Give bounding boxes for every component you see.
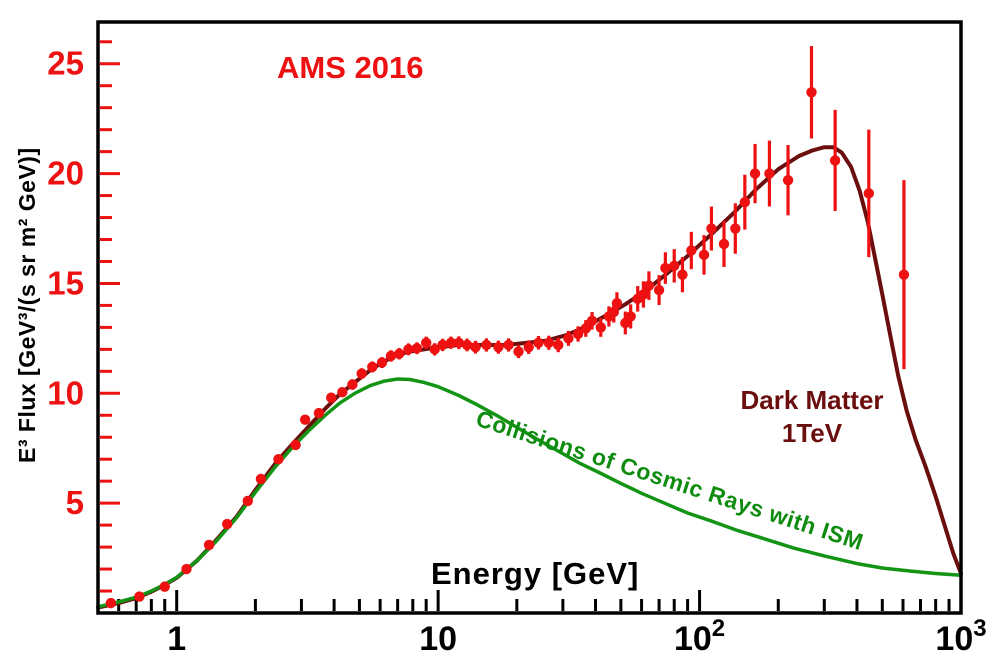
y-tick-label: 20 [47, 155, 84, 192]
data-point [686, 245, 697, 256]
data-point [242, 495, 253, 507]
data-point [347, 379, 358, 390]
data-point [403, 344, 414, 355]
data-point [420, 337, 432, 348]
data-point [134, 591, 145, 602]
data-point [481, 339, 492, 351]
data-point [580, 323, 591, 334]
data-point [159, 581, 170, 592]
x-tick-label: 103 [935, 615, 986, 658]
data-point [513, 346, 524, 357]
data-point [660, 262, 671, 274]
data-point [669, 260, 680, 272]
data-point [299, 414, 311, 425]
data-point [638, 289, 649, 300]
dark-matter-annotation-line2: 1TeV [781, 418, 843, 448]
y-tick-label: 10 [47, 374, 84, 411]
x-tick-label: 102 [674, 615, 725, 658]
dark-matter-annotation-line1: Dark Matter [740, 385, 884, 415]
data-point [523, 341, 534, 353]
data-point [643, 280, 655, 291]
data-point [203, 539, 215, 551]
data-point [376, 357, 388, 368]
data-point [181, 563, 192, 575]
data-point [863, 188, 875, 199]
x-tick-label: 1 [167, 620, 186, 658]
data-point [749, 168, 761, 179]
data-point [326, 392, 337, 403]
data-point [385, 350, 397, 362]
data-point [503, 339, 514, 351]
data-point [563, 333, 574, 344]
data-point [411, 343, 423, 354]
x-axis-title: Energy [GeV] [431, 556, 640, 591]
data-point [698, 249, 710, 261]
data-point [445, 337, 457, 348]
data-point [782, 174, 794, 186]
data-point [677, 269, 688, 280]
data-point [739, 196, 751, 208]
data-points [105, 87, 910, 609]
dark-matter-annotation: Dark Matter 1TeV [723, 384, 901, 450]
data-point [255, 473, 267, 485]
data-point [313, 407, 325, 419]
data-point [586, 315, 598, 326]
data-point [611, 298, 623, 309]
data-point [572, 328, 584, 340]
data-point [764, 168, 775, 179]
plot-frame [96, 20, 963, 615]
data-point [829, 155, 841, 166]
data-point [533, 337, 544, 348]
data-point [608, 306, 620, 318]
data-point [105, 597, 117, 609]
data-point [356, 368, 367, 379]
y-axis-ticks [100, 40, 120, 593]
data-point [543, 337, 554, 348]
data-point [470, 341, 481, 353]
data-point [337, 386, 348, 398]
chart-title: AMS 2016 [277, 50, 424, 85]
data-point [806, 87, 817, 98]
data-point [730, 223, 741, 234]
data-point [625, 311, 636, 322]
data-point [461, 339, 473, 351]
data-point [706, 223, 717, 234]
x-tick-label: 10 [419, 620, 457, 658]
data-point [429, 344, 440, 355]
data-point [453, 337, 465, 348]
y-axis-title: E³ Flux [GeV³/(s sr m² GeV)] [14, 147, 40, 463]
data-point [221, 518, 233, 530]
y-tick-label: 15 [47, 264, 84, 301]
cosmic-ray-ism-curve [96, 377, 963, 609]
x-axis-ticks [117, 590, 963, 611]
data-point [437, 339, 448, 351]
y-axis-tick-labels: 5 10 15 20 25 [47, 45, 84, 521]
data-point [394, 348, 405, 359]
data-point [367, 361, 378, 373]
data-point [553, 339, 564, 351]
data-point [273, 454, 284, 465]
y-tick-label: 5 [66, 484, 84, 521]
y-tick-label: 25 [47, 45, 84, 82]
data-point [898, 269, 910, 280]
x-axis-tick-labels: 1 10 102 103 [167, 615, 986, 658]
data-point [718, 238, 730, 250]
data-point [290, 439, 301, 451]
data-point [493, 341, 504, 353]
data-point [653, 284, 665, 296]
data-point [595, 322, 607, 333]
